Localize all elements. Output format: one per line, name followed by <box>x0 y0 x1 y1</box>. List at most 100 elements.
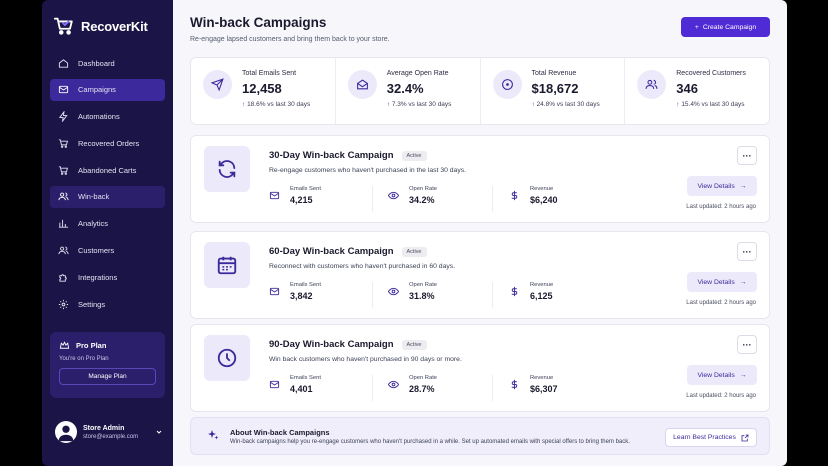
eye-icon <box>388 191 399 200</box>
more-options-button[interactable]: ··· <box>737 146 757 165</box>
campaign-title-row: 90-Day Win-back Campaign Active <box>269 339 427 350</box>
sidebar-item-label: Abandoned Carts <box>78 165 137 175</box>
refresh-icon <box>218 160 236 178</box>
pro-plan-card: Pro Plan You're on Pro Plan Manage Plan <box>50 332 165 398</box>
status-badge: Active <box>401 339 427 350</box>
sidebar-item-label: Recovered Orders <box>78 138 140 148</box>
create-campaign-button[interactable]: + Create Campaign <box>681 17 770 37</box>
app-window: RecoverKit Dashboard Campaigns Automatio… <box>42 0 787 466</box>
view-details-button[interactable]: View Details → <box>687 176 757 196</box>
stat-total-revenue: Total Revenue $18,672 ↑ 24.8% vs last 30… <box>481 58 626 124</box>
campaign-title-row: 30-Day Win-back Campaign Active <box>269 150 427 161</box>
stat-label: Average Open Rate <box>386 70 449 77</box>
sidebar-item-campaigns[interactable]: Campaigns <box>50 78 165 101</box>
sidebar-item-recovered-orders[interactable]: Recovered Orders <box>50 132 165 154</box>
status-badge: Active <box>401 150 427 161</box>
sidebar-item-analytics[interactable]: Analytics <box>50 213 165 235</box>
metric-text: Open Rate 28.7% <box>409 375 437 394</box>
divider <box>372 282 373 308</box>
user-menu[interactable]: Store Admin store@example.com <box>55 421 163 443</box>
view-details-button[interactable]: View Details → <box>687 272 757 292</box>
chevron-down-icon[interactable] <box>155 428 163 436</box>
arrow-up-icon: ↑ <box>242 101 248 108</box>
stat-change-text: 7.3% vs last 30 days <box>391 101 452 108</box>
view-details-label: View Details <box>697 278 735 286</box>
campaign-card-30-day: 30-Day Win-back Campaign Active Re-engag… <box>190 135 770 223</box>
metric-text: Emails Sent 3,842 <box>290 282 321 301</box>
sidebar-item-automations[interactable]: Automations <box>50 106 165 128</box>
metric-text: Emails Sent 4,215 <box>290 186 321 205</box>
sidebar-item-label: Integrations <box>78 272 118 282</box>
sidebar-item-label: Dashboard <box>78 58 115 68</box>
send-icon <box>211 78 224 91</box>
metric-label: Open Rate <box>409 282 438 288</box>
stat-label: Total Revenue <box>531 70 577 77</box>
campaign-title: 90-Day Win-back Campaign <box>269 339 394 350</box>
campaign-title: 60-Day Win-back Campaign <box>269 246 394 257</box>
dollar-icon <box>511 286 518 297</box>
sidebar-item-label: Win-back <box>78 192 110 202</box>
sidebar-item-customers[interactable]: Customers <box>50 240 165 262</box>
stat-open-rate: Average Open Rate 32.4% ↑ 7.3% vs last 3… <box>336 58 481 124</box>
pro-plan-subtitle: You're on Pro Plan <box>59 356 109 362</box>
campaign-icon-wrap <box>204 335 250 381</box>
users-icon <box>645 79 658 89</box>
eye-icon <box>388 287 399 296</box>
metric-value: 3,842 <box>290 291 313 301</box>
logo[interactable]: RecoverKit <box>53 15 148 37</box>
divider <box>492 282 493 308</box>
stat-text: Recovered Customers 346 ↑ 15.4% vs last … <box>676 70 746 124</box>
stat-change: ↑ 7.3% vs last 30 days <box>387 101 452 108</box>
manage-plan-button[interactable]: Manage Plan <box>59 368 156 385</box>
metric-emails-sent: Emails Sent 4,215 <box>269 186 321 205</box>
stat-label: Recovered Customers <box>676 70 746 77</box>
metric-label: Revenue <box>530 375 554 381</box>
divider <box>372 186 373 212</box>
sidebar-item-abandoned-carts[interactable]: Abandoned Carts <box>50 159 165 181</box>
sidebar-item-win-back[interactable]: Win-back <box>50 185 165 208</box>
campaign-card-90-day: 90-Day Win-back Campaign Active Win back… <box>190 324 770 412</box>
metric-value: $6,307 <box>530 384 558 394</box>
app-name: RecoverKit <box>81 18 148 34</box>
mail-icon <box>269 380 280 389</box>
dollar-icon <box>511 379 518 390</box>
chart-icon <box>58 220 69 228</box>
mail-icon <box>269 287 280 296</box>
sidebar-item-integrations[interactable]: Integrations <box>50 266 165 288</box>
more-options-button[interactable]: ··· <box>737 335 757 354</box>
metric-value: 4,215 <box>290 195 313 205</box>
last-updated: Last updated: 2 hours ago <box>686 393 756 399</box>
metric-text: Open Rate 31.8% <box>409 282 437 301</box>
avatar <box>55 421 77 443</box>
learn-best-practices-button[interactable]: Learn Best Practices <box>665 428 757 447</box>
view-details-button[interactable]: View Details → <box>687 365 757 385</box>
sidebar: RecoverKit Dashboard Campaigns Automatio… <box>42 0 173 466</box>
stat-value: 346 <box>676 81 698 96</box>
metric-label: Emails Sent <box>290 375 321 381</box>
sidebar-item-label: Automations <box>78 112 120 122</box>
stat-change: ↑ 18.6% vs last 30 days <box>242 101 310 108</box>
user-email: store@example.com <box>83 433 139 440</box>
stat-icon-wrap <box>203 70 232 99</box>
campaign-icon-wrap <box>204 242 250 288</box>
gear-icon <box>58 299 69 309</box>
campaign-description: Reconnect with customers who haven't pur… <box>269 263 456 270</box>
sidebar-item-settings[interactable]: Settings <box>50 293 165 315</box>
metric-value: $6,240 <box>530 195 558 205</box>
stat-value: 32.4% <box>386 81 424 96</box>
stat-recovered-customers: Recovered Customers 346 ↑ 15.4% vs last … <box>625 58 769 124</box>
learn-best-practices-label: Learn Best Practices <box>673 434 736 441</box>
sparkle-icon <box>208 430 219 440</box>
calendar-icon <box>217 256 237 275</box>
about-description: Win-back campaigns help you re-engage cu… <box>230 439 630 445</box>
stat-label: Total Emails Sent <box>242 70 297 77</box>
arrow-right-icon: → <box>739 182 747 190</box>
metric-value: 34.2% <box>409 195 435 205</box>
dollar-circle-icon <box>501 79 513 90</box>
more-options-button[interactable]: ··· <box>737 242 757 261</box>
metric-label: Revenue <box>530 282 554 288</box>
cart-icon <box>58 166 68 175</box>
cart-icon <box>58 139 68 148</box>
sidebar-item-dashboard[interactable]: Dashboard <box>50 52 165 74</box>
metric-open-rate: Open Rate 31.8% <box>388 282 437 301</box>
